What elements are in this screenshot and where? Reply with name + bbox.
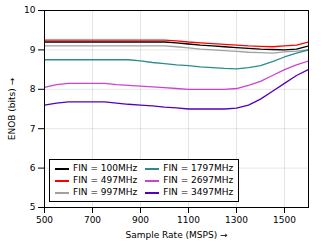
html-text:FIN = 2697MHz: FIN = 2697MHz <box>163 175 234 185</box>
html-text:FIN = 100MHz: FIN = 100MHz <box>73 163 138 173</box>
html-text:FIN = 1797MHz: FIN = 1797MHz <box>163 163 234 173</box>
svg-text:8: 8 <box>30 84 36 94</box>
html-text:FIN = 997MHz: FIN = 997MHz <box>73 187 138 197</box>
svg-text:1300: 1300 <box>225 215 248 225</box>
svg-text:Sample Rate (MSPS) →: Sample Rate (MSPS) → <box>125 230 228 240</box>
html-text:FIN = 497MHz: FIN = 497MHz <box>73 175 138 185</box>
svg-text:500: 500 <box>36 215 53 225</box>
svg-text:7: 7 <box>30 124 36 134</box>
svg-text:1500: 1500 <box>273 215 296 225</box>
svg-text:700: 700 <box>84 215 101 225</box>
svg-text:900: 900 <box>132 215 149 225</box>
svg-text:5: 5 <box>30 202 36 212</box>
svg-text:6: 6 <box>30 163 36 173</box>
svg-text:9: 9 <box>30 45 36 55</box>
svg-text:ENOB (bits) →: ENOB (bits) → <box>7 77 17 140</box>
svg-text:10: 10 <box>24 5 36 15</box>
html-text:FIN = 3497MHz: FIN = 3497MHz <box>163 187 234 197</box>
svg-text:1100: 1100 <box>177 215 200 225</box>
